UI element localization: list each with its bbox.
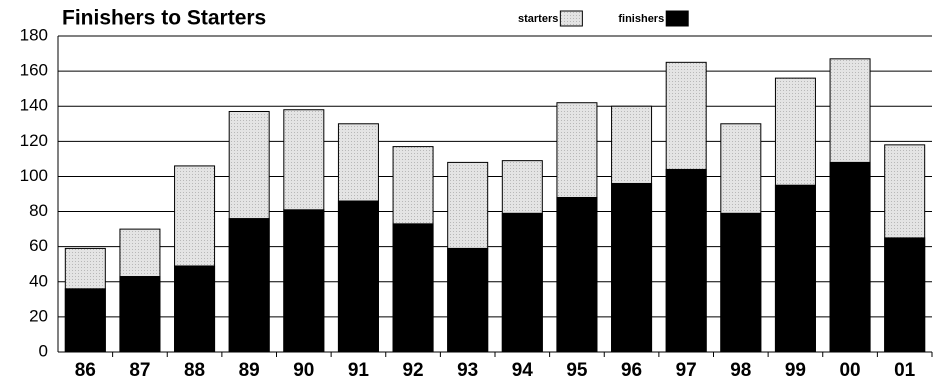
- bar: [228, 218, 270, 353]
- bar: [174, 265, 216, 353]
- legend-swatch: [559, 10, 583, 27]
- y-tick-label: 20: [29, 306, 48, 325]
- x-tick-label: 96: [621, 360, 642, 381]
- y-tick-label: 40: [29, 271, 48, 290]
- y-tick-label: 80: [29, 201, 48, 220]
- y-tick-label: 0: [39, 341, 48, 360]
- legend-label: finishers: [618, 13, 664, 25]
- y-tick-label: 100: [20, 166, 48, 185]
- bar: [774, 184, 816, 353]
- y-tick-label: 140: [20, 96, 48, 115]
- bar: [119, 276, 161, 353]
- y-tick-label: 60: [29, 236, 48, 255]
- bar: [283, 209, 325, 353]
- bar: [392, 223, 434, 353]
- x-tick-label: 90: [293, 360, 314, 381]
- x-tick-label: 97: [676, 360, 697, 381]
- x-tick-label: 86: [75, 360, 96, 381]
- x-tick-label: 99: [785, 360, 806, 381]
- chart-title: Finishers to Starters: [62, 7, 266, 30]
- bar: [447, 247, 489, 353]
- bar: [720, 212, 762, 353]
- legend-label: starters: [518, 13, 558, 25]
- x-tick-label: 91: [348, 360, 370, 381]
- bar: [829, 161, 871, 353]
- y-tick-label: 120: [20, 131, 48, 150]
- legend-swatch: [665, 10, 689, 27]
- x-tick-label: 95: [566, 360, 588, 381]
- bar: [611, 182, 653, 353]
- bar: [884, 237, 926, 353]
- x-tick-label: 89: [239, 360, 260, 381]
- x-tick-label: 92: [402, 360, 423, 381]
- bar: [501, 212, 543, 353]
- x-tick-label: 94: [512, 360, 534, 381]
- x-tick-label: 00: [839, 360, 860, 381]
- bar: [64, 288, 106, 353]
- x-tick-label: 88: [184, 360, 205, 381]
- x-tick-label: 98: [730, 360, 751, 381]
- bar: [556, 197, 598, 353]
- bar: [665, 168, 707, 353]
- x-tick-label: 93: [457, 360, 478, 381]
- x-tick-label: 01: [894, 360, 916, 381]
- bar: [337, 200, 379, 353]
- x-tick-label: 87: [129, 360, 150, 381]
- y-tick-label: 160: [20, 61, 48, 80]
- y-tick-label: 180: [20, 25, 48, 44]
